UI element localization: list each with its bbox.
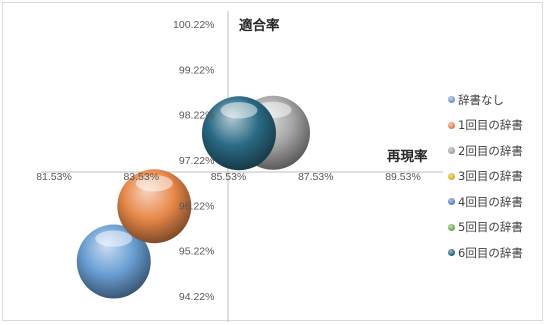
legend-label: 2回目の辞書 — [458, 143, 523, 158]
x-tick-label: 83.53% — [123, 171, 159, 183]
legend-item: 1回目の辞書 — [448, 113, 523, 139]
legend-item: 6回目の辞書 — [448, 240, 523, 266]
x-tick-label: 87.53% — [298, 171, 334, 183]
legend-label: 3回目の辞書 — [458, 169, 523, 184]
bubble-dict-6 — [201, 96, 276, 171]
x-tick-label: 85.53% — [211, 171, 247, 183]
legend-marker-icon — [448, 172, 455, 180]
legend-item: 5回目の辞書 — [448, 215, 523, 241]
legend-marker-icon — [448, 223, 455, 231]
legend-marker-icon — [448, 147, 455, 155]
y-tick-label: 100.22% — [173, 19, 214, 31]
legend-label: 4回目の辞書 — [458, 194, 523, 209]
legend-marker-icon — [448, 121, 455, 129]
y-axis-title: 適合率 — [239, 17, 280, 34]
x-tick-label: 81.53% — [36, 171, 72, 183]
chart-area: 81.53% 83.53% 85.53% 87.53% 89.53% 100.22% 99.… — [2, 2, 543, 322]
legend-label: 辞書なし — [458, 92, 504, 107]
y-tick-label: 98.22% — [179, 110, 215, 122]
legend-item: 4回目の辞書 — [448, 189, 523, 215]
bubble-dict-1 — [117, 169, 192, 244]
legend: 辞書なし 1回目の辞書 2回目の辞書 3回目の辞書 4回目の辞書 5回目の辞書 6回目の辞書 — [448, 87, 523, 266]
legend-label: 1回目の辞書 — [458, 118, 523, 133]
x-axis-title: 再現率 — [387, 148, 428, 165]
bubble-chart: 81.53% 83.53% 85.53% 87.53% 89.53% 100.22% 99.… — [36, 11, 443, 322]
tick-labels: 81.53% 83.53% 85.53% 87.53% 89.53% 100.22% 99.… — [36, 19, 421, 303]
x-tick-label: 89.53% — [385, 171, 421, 183]
bubbles-layer — [76, 95, 310, 299]
y-tick-label: 95.22% — [179, 246, 215, 258]
legend-item: 3回目の辞書 — [448, 164, 523, 190]
legend-label: 6回目の辞書 — [458, 245, 523, 260]
bubble-no-dict — [76, 224, 151, 299]
legend-marker-icon — [448, 96, 455, 104]
legend-label: 5回目の辞書 — [458, 220, 523, 235]
y-tick-label: 94.22% — [179, 291, 215, 303]
y-tick-label: 96.22% — [179, 200, 215, 212]
legend-marker-icon — [448, 198, 455, 206]
legend-item: 辞書なし — [448, 87, 523, 113]
y-tick-label: 97.22% — [179, 155, 215, 167]
legend-marker-icon — [448, 249, 455, 257]
legend-item: 2回目の辞書 — [448, 138, 523, 164]
y-tick-label: 99.22% — [179, 64, 215, 76]
